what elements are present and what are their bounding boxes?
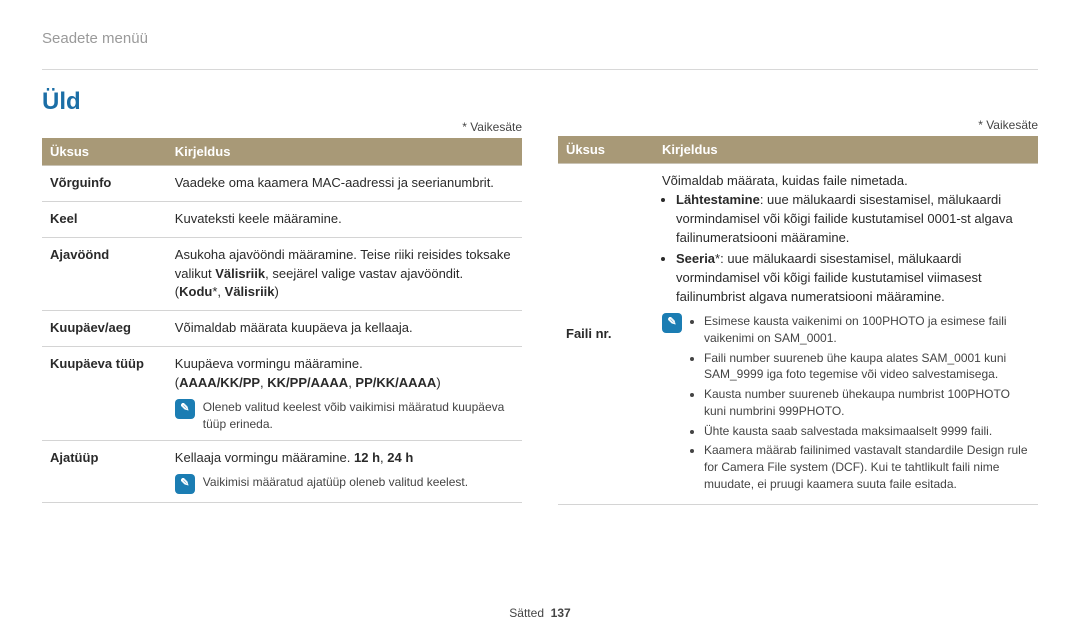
default-note-left: * Vaikesäte — [42, 120, 522, 134]
note-text: Esimese kausta vaikenimi on 100PHOTO ja … — [690, 313, 1030, 496]
right-table: Üksus Kirjeldus Faili nr. Võimaldab määr… — [558, 136, 1038, 505]
left-table: Üksus Kirjeldus Võrguinfo Vaadeke oma ka… — [42, 138, 522, 503]
unit-cell: Ajavöönd — [42, 237, 167, 311]
th-desc: Kirjeldus — [167, 138, 522, 166]
desc-cell: Kuupäeva vormingu määramine. (AAAA/KK/PP… — [167, 347, 522, 441]
unit-cell: Võrguinfo — [42, 166, 167, 202]
page-title: Üld — [42, 88, 522, 116]
unit-cell: Kuupäev/aeg — [42, 311, 167, 347]
default-note-right: * Vaikesäte — [558, 118, 1038, 132]
th-desc: Kirjeldus — [654, 136, 1038, 164]
note-icon: ✎ — [662, 313, 682, 333]
table-row: Keel Kuvateksti keele määramine. — [42, 201, 522, 237]
table-row: Võrguinfo Vaadeke oma kaamera MAC-aadres… — [42, 166, 522, 202]
unit-cell: Keel — [42, 201, 167, 237]
table-row: Ajavöönd Asukoha ajavööndi määramine. Te… — [42, 237, 522, 311]
table-row: Kuupäeva tüüp Kuupäeva vormingu määramin… — [42, 347, 522, 441]
desc-cell: Võimaldab määrata, kuidas faile nimetada… — [654, 164, 1038, 505]
unit-cell: Ajatüüp — [42, 441, 167, 503]
footer-page: 137 — [551, 606, 571, 620]
note-icon: ✎ — [175, 399, 195, 419]
footer-section: Sätted — [509, 606, 544, 620]
desc-cell: Kellaaja vormingu määramine. 12 h, 24 h … — [167, 441, 522, 503]
note-icon: ✎ — [175, 474, 195, 494]
breadcrumb: Seadete menüü — [42, 30, 1038, 47]
desc-cell: Võimaldab määrata kuupäeva ja kellaaja. — [167, 311, 522, 347]
left-column: Üld * Vaikesäte Üksus Kirjeldus Võrguinf… — [42, 88, 522, 505]
desc-cell: Asukoha ajavööndi määramine. Teise riiki… — [167, 237, 522, 311]
th-unit: Üksus — [42, 138, 167, 166]
th-unit: Üksus — [558, 136, 654, 164]
divider — [42, 69, 1038, 70]
table-row: Ajatüüp Kellaaja vormingu määramine. 12 … — [42, 441, 522, 503]
note-text: Oleneb valitud keelest võib vaikimisi mä… — [203, 399, 514, 433]
unit-cell: Kuupäeva tüüp — [42, 347, 167, 441]
table-row: Kuupäev/aeg Võimaldab määrata kuupäeva j… — [42, 311, 522, 347]
desc-cell: Kuvateksti keele määramine. — [167, 201, 522, 237]
note-text: Vaikimisi määratud ajatüüp oleneb valitu… — [203, 474, 514, 491]
unit-cell: Faili nr. — [558, 164, 654, 505]
footer: Sätted 137 — [0, 606, 1080, 620]
right-column: * Vaikesäte Üksus Kirjeldus Faili nr. Võ… — [558, 88, 1038, 505]
desc-cell: Vaadeke oma kaamera MAC-aadressi ja seer… — [167, 166, 522, 202]
table-row: Faili nr. Võimaldab määrata, kuidas fail… — [558, 164, 1038, 505]
